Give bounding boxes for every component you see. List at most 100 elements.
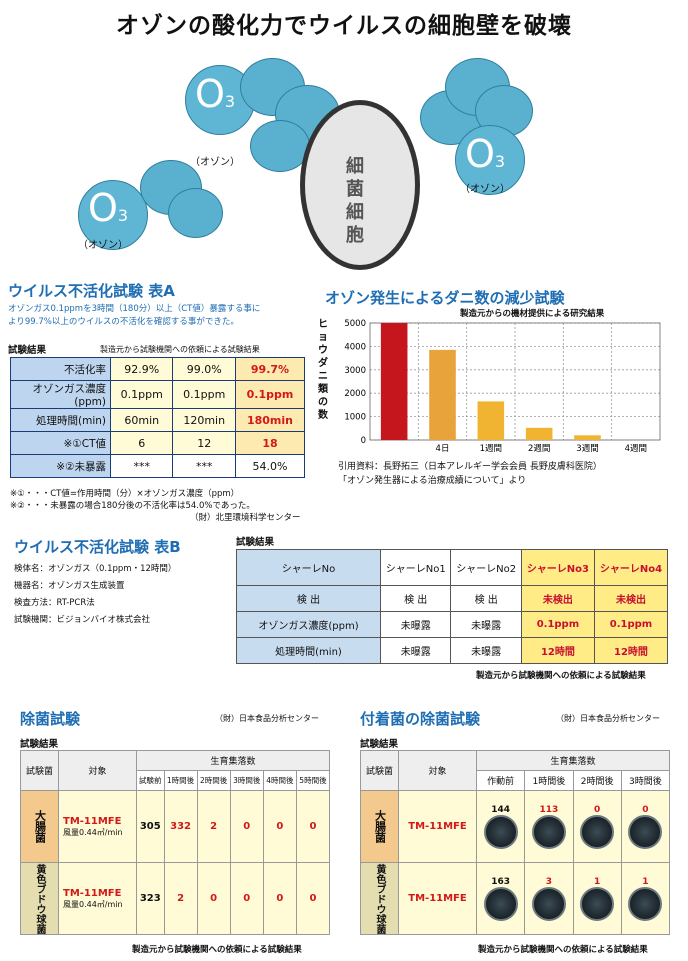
y-tick-label: 1000 — [344, 413, 366, 423]
col-head: 1時間後 — [163, 770, 198, 791]
table-row: ※①CT値 6 12 18 — [10, 431, 306, 455]
row-label: 検 出 — [236, 585, 381, 612]
table-a-footnotes: ※①・・・CT値=作用時間（分）×オゾンガス濃度（ppm） ※②・・・未暴露の場合… — [10, 489, 301, 523]
petri-dish-image — [580, 886, 615, 921]
table-row: 黄色ブドウ球菌 TM-11MFE 163 3 1 1 — [360, 862, 671, 935]
dish-cell: 0 — [620, 790, 671, 863]
y-tick-label: 4000 — [344, 342, 366, 352]
cell: 0.1ppm — [234, 380, 306, 409]
y-tick-label: 0 — [361, 436, 366, 446]
table-a-title: ウイルス不活化試験 表A — [8, 282, 175, 300]
cell: 99.7% — [234, 357, 306, 381]
table-row: 試験前 1時間後 2時間後 3時間後 4時間後 5時間後 — [21, 770, 331, 791]
dish-cell: 113 — [524, 790, 574, 863]
cell: 0.1ppm — [593, 611, 669, 638]
table-row: 処理時間(min) 60min 120min 180min — [10, 408, 306, 432]
dish-cell: 1 — [572, 862, 622, 935]
table-row: 処理時間(min) 未曝露 未曝露 12時間 12時間 — [236, 637, 669, 664]
col-head: 作動前 — [475, 770, 526, 791]
cell: 120min — [172, 408, 236, 432]
cell: 0 — [229, 862, 264, 935]
col-head: シャーレNo2 — [450, 549, 522, 586]
petri-dish-image — [628, 886, 663, 921]
table-row: オゾンガス濃度(ppm) 0.1ppm 0.1ppm 0.1ppm — [10, 380, 306, 409]
petri-dish-image — [628, 814, 663, 849]
cell: 未曝露 — [379, 611, 452, 638]
col-head: シャーレNo1 — [379, 549, 452, 586]
cell: 332 — [163, 790, 198, 863]
col-head: 2時間後 — [572, 770, 622, 791]
col-head: 1時間後 — [524, 770, 574, 791]
result-note: 製造元から試験機関への依頼による試験結果 — [476, 671, 646, 681]
table-row: 大腸菌 TM-11MFE 144 113 0 0 — [360, 790, 671, 863]
mites-subtitle: 製造元からの機材提供による研究結果 — [460, 309, 605, 319]
jokin-org: （財）日本食品分析センター — [215, 714, 319, 723]
chart-ylabel: ヒョウダニ類の数 — [318, 319, 328, 421]
cell: 2 — [163, 862, 198, 935]
table-row: ※②未暴露 *** *** 54.0% — [10, 454, 306, 478]
col-head: シャーレNo4 — [593, 549, 669, 586]
col-head: シャーレNo — [236, 549, 381, 586]
bar — [380, 323, 408, 440]
target-cell: TM-11MFE — [398, 862, 477, 935]
ozone-illustration: O3 （オゾン） O3 （オゾン） O3 （オゾン） 細菌細胞 — [0, 40, 688, 270]
table-row: 検 出検 出検 出未検出 未検出 — [236, 585, 669, 612]
mites-reference: 引用資料：長野拓三（日本アレルギー学会会員 長野皮膚科医院） 「オゾン発生器による… — [338, 462, 602, 486]
col-head: 試験前 — [136, 770, 165, 791]
col-head: 試験菌 — [20, 750, 59, 791]
col-head: シャーレNo3 — [520, 549, 595, 586]
petri-dish-image — [580, 814, 615, 849]
ozone-o3-label: O3 — [88, 186, 129, 230]
cell: 0 — [196, 862, 231, 935]
ozone-o3-label: O3 — [465, 132, 506, 176]
table-row: 作動前 1時間後 2時間後 3時間後 — [361, 770, 671, 791]
cell: 未検出 — [520, 585, 595, 612]
row-label: 不活化率 — [10, 357, 111, 381]
y-tick-label: 3000 — [344, 366, 366, 376]
table-row: シャーレNo シャーレNo1 シャーレNo2 シャーレNo3 シャーレNo4 — [236, 549, 669, 586]
x-tick-label: 2週間 — [528, 444, 550, 454]
table-b-info: 検体名：オゾンガス（0.1ppm・12時間） 機器名：オゾンガス生成装置 検査方法：… — [14, 564, 177, 625]
target-cell: TM-11MFE 風量0.44㎥/min — [58, 862, 137, 935]
dish-cell: 144 — [475, 790, 526, 863]
bacteria-name: 黄色ブドウ球菌 — [20, 862, 59, 935]
y-tick-label: 2000 — [344, 389, 366, 399]
bar — [477, 401, 505, 440]
ozone-label: （オゾン） — [190, 157, 240, 168]
table-row: 不活化率 92.9% 99.0% 99.7% — [10, 357, 306, 381]
row-label: オゾンガス濃度(ppm) — [10, 380, 111, 409]
cell: 検 出 — [450, 585, 522, 612]
cell: 12 — [172, 431, 236, 455]
cell: 0 — [295, 790, 331, 863]
row-label: 処理時間(min) — [10, 408, 111, 432]
x-tick-label: 4週間 — [625, 444, 647, 454]
cell: 180min — [234, 408, 306, 432]
cell: 12時間 — [593, 637, 669, 664]
dish-cell: 163 — [475, 862, 526, 935]
plot-frame — [369, 322, 661, 441]
cell: 54.0% — [234, 454, 306, 478]
row-label: 処理時間(min) — [236, 637, 381, 664]
cell: 12時間 — [520, 637, 595, 664]
target-cell: TM-11MFE 風量0.44㎥/min — [58, 790, 137, 863]
molecule-circle — [455, 125, 525, 195]
cell: 0 — [262, 862, 297, 935]
dish-cell: 3 — [524, 862, 574, 935]
fuchaku-table: 試験菌 対象 生育集落数 作動前 1時間後 2時間後 3時間後 大腸菌 TM-11MFE 1… — [360, 750, 671, 935]
cell: 未曝露 — [379, 637, 452, 664]
row-label: ※①CT値 — [10, 431, 111, 455]
cell: *** — [172, 454, 236, 478]
cell: *** — [109, 454, 174, 478]
cell: 0.1ppm — [172, 380, 236, 409]
cell: 0.1ppm — [520, 611, 595, 638]
target-cell: TM-11MFE — [398, 790, 477, 863]
col-head: 対象 — [58, 750, 137, 791]
y-tick-label: 5000 — [344, 319, 366, 329]
bar — [574, 435, 601, 440]
row-label: ※②未暴露 — [10, 454, 111, 478]
result-label: 試験結果 — [20, 739, 59, 750]
table-row: 大腸菌 TM-11MFE 風量0.44㎥/min 305 332 2 0 0 0 — [20, 790, 331, 863]
row-label: オゾンガス濃度(ppm) — [236, 611, 381, 638]
bacteria-label: 細菌細胞 — [346, 156, 364, 246]
cell: 18 — [234, 431, 306, 455]
